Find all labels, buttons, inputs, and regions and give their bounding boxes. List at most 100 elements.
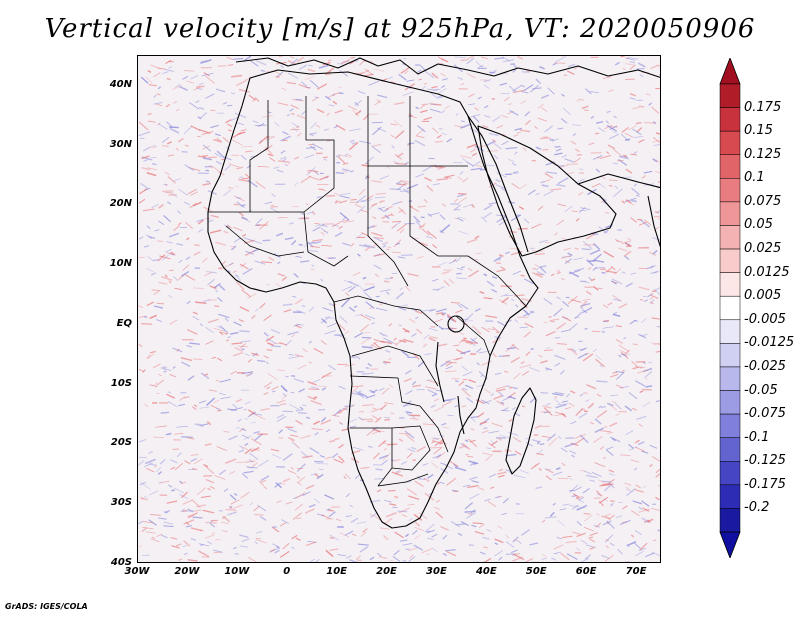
field-streak — [180, 508, 186, 513]
border-nigeria — [303, 211, 349, 267]
field-streak — [140, 182, 149, 190]
field-streak — [414, 521, 421, 527]
field-streak — [241, 177, 249, 180]
field-streak — [483, 273, 488, 277]
field-streak — [560, 329, 571, 333]
field-streak — [491, 139, 497, 143]
field-streak — [411, 332, 417, 338]
field-streak — [509, 110, 519, 116]
field-streak — [348, 281, 359, 287]
field-streak — [150, 272, 157, 276]
field-streak — [252, 120, 259, 123]
field-streak — [575, 218, 580, 222]
field-streak — [164, 171, 170, 176]
field-streak — [607, 144, 615, 150]
field-streak — [235, 398, 243, 403]
field-streak — [631, 361, 638, 367]
field-streak — [485, 314, 498, 319]
field-streak — [624, 241, 632, 248]
field-streak — [184, 395, 190, 399]
field-streak — [593, 436, 603, 443]
field-streak — [634, 550, 645, 557]
field-streak — [427, 380, 439, 384]
field-streak — [642, 401, 651, 408]
field-streak — [200, 423, 209, 427]
field-streak — [349, 504, 353, 508]
field-streak — [552, 502, 556, 506]
field-streak — [288, 436, 295, 442]
field-streak — [378, 206, 386, 210]
field-streak — [218, 171, 225, 176]
field-streak — [388, 489, 396, 492]
field-streak — [282, 393, 287, 398]
field-streak — [465, 341, 478, 344]
field-streak — [163, 525, 174, 528]
field-streak — [580, 539, 588, 545]
field-streak — [607, 302, 613, 306]
field-streak — [286, 113, 291, 117]
field-streak — [525, 442, 533, 447]
lat-label-10n: 10N — [109, 258, 132, 270]
field-streak — [260, 261, 272, 264]
field-streak — [185, 221, 193, 229]
field-streak — [654, 211, 660, 214]
field-streak — [487, 328, 496, 330]
field-streak — [296, 114, 307, 120]
field-streak — [301, 110, 307, 115]
field-streak — [355, 195, 366, 204]
field-streak — [197, 116, 202, 120]
field-streak — [228, 187, 234, 189]
field-streak — [154, 229, 160, 232]
field-streak — [231, 342, 243, 345]
field-streak — [355, 233, 364, 240]
field-streak — [649, 296, 654, 300]
field-streak — [496, 268, 506, 273]
field-streak — [190, 454, 199, 456]
field-streak — [324, 330, 336, 335]
field-streak — [539, 443, 545, 446]
field-streak — [558, 164, 565, 168]
field-streak — [544, 172, 554, 179]
chart-title: Vertical velocity [m/s] at 925hPa, VT: 2… — [44, 14, 756, 44]
field-streak — [338, 225, 343, 230]
field-streak — [241, 145, 253, 148]
field-streak — [196, 87, 203, 91]
field-streak — [502, 56, 510, 62]
field-streak — [431, 547, 438, 552]
field-streak — [205, 340, 214, 345]
field-streak — [254, 260, 266, 265]
field-streak — [228, 129, 232, 132]
field-streak — [166, 252, 176, 256]
field-streak — [406, 183, 418, 190]
field-streak — [483, 557, 492, 562]
field-streak — [277, 261, 281, 265]
field-streak — [651, 551, 660, 557]
field-streak — [562, 503, 570, 506]
field-streak — [174, 83, 181, 88]
field-streak — [612, 313, 621, 317]
field-streak — [361, 372, 374, 375]
field-streak — [333, 458, 344, 464]
field-streak — [144, 403, 149, 408]
field-streak — [493, 395, 503, 400]
field-streak — [310, 245, 320, 248]
field-streak — [631, 187, 640, 196]
field-streak — [138, 121, 149, 131]
field-streak — [407, 556, 416, 562]
field-streak — [328, 364, 336, 371]
field-streak — [475, 61, 485, 70]
lon-label-0: 0 — [283, 566, 291, 577]
field-streak — [289, 108, 294, 112]
field-streak — [609, 373, 619, 378]
field-streak — [622, 67, 626, 71]
field-streak — [372, 144, 382, 147]
field-streak — [556, 296, 561, 300]
field-streak — [352, 109, 360, 117]
field-streak — [289, 403, 300, 410]
field-streak — [151, 162, 157, 166]
field-streak — [641, 317, 647, 324]
field-streak — [153, 102, 163, 105]
field-streak — [139, 481, 146, 486]
field-streak — [285, 340, 292, 346]
field-streak — [594, 267, 605, 269]
